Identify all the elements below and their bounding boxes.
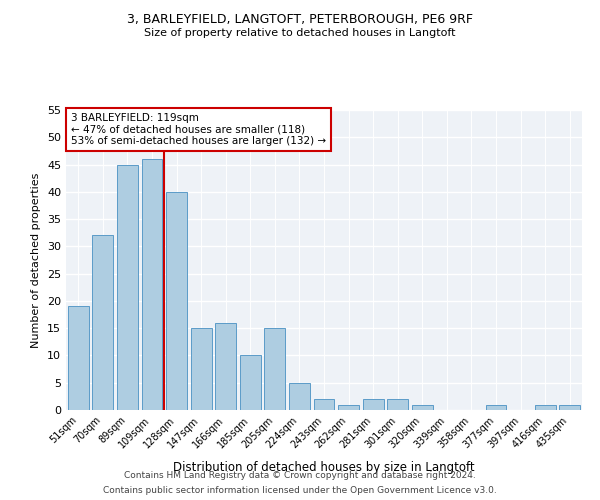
Bar bbox=[240, 356, 261, 410]
Bar bbox=[485, 404, 506, 410]
Text: Contains HM Land Registry data © Crown copyright and database right 2024.: Contains HM Land Registry data © Crown c… bbox=[124, 471, 476, 480]
Bar bbox=[314, 399, 334, 410]
Text: Contains public sector information licensed under the Open Government Licence v3: Contains public sector information licen… bbox=[103, 486, 497, 495]
Bar bbox=[117, 164, 138, 410]
Bar bbox=[535, 404, 556, 410]
Bar bbox=[559, 404, 580, 410]
Bar bbox=[215, 322, 236, 410]
Bar bbox=[362, 399, 383, 410]
Bar bbox=[412, 404, 433, 410]
Text: Size of property relative to detached houses in Langtoft: Size of property relative to detached ho… bbox=[144, 28, 456, 38]
Bar bbox=[289, 382, 310, 410]
X-axis label: Distribution of detached houses by size in Langtoft: Distribution of detached houses by size … bbox=[173, 461, 475, 474]
Y-axis label: Number of detached properties: Number of detached properties bbox=[31, 172, 41, 348]
Bar bbox=[387, 399, 408, 410]
Bar bbox=[338, 404, 359, 410]
Bar bbox=[265, 328, 286, 410]
Text: 3, BARLEYFIELD, LANGTOFT, PETERBOROUGH, PE6 9RF: 3, BARLEYFIELD, LANGTOFT, PETERBOROUGH, … bbox=[127, 12, 473, 26]
Bar bbox=[191, 328, 212, 410]
Bar bbox=[92, 236, 113, 410]
Bar bbox=[142, 159, 163, 410]
Bar bbox=[166, 192, 187, 410]
Text: 3 BARLEYFIELD: 119sqm
← 47% of detached houses are smaller (118)
53% of semi-det: 3 BARLEYFIELD: 119sqm ← 47% of detached … bbox=[71, 113, 326, 146]
Bar bbox=[68, 306, 89, 410]
